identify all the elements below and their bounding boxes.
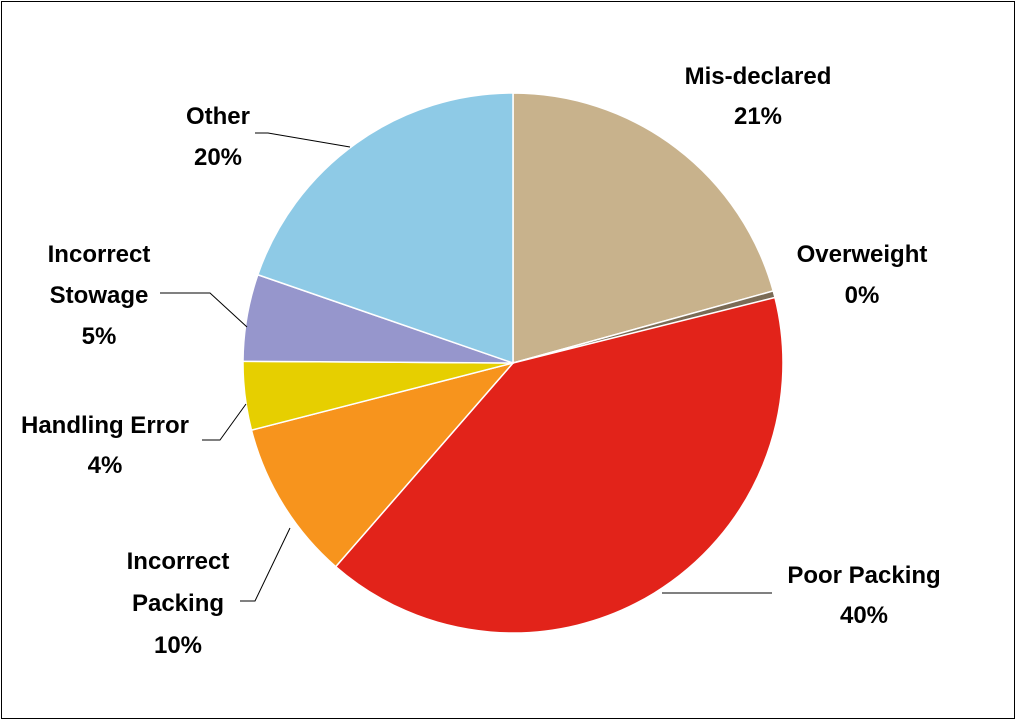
label-name: Poor Packing — [787, 562, 940, 589]
label-name: Handling Error — [21, 412, 189, 439]
label-overweight: Overweight 0% — [797, 241, 928, 309]
label-percent: 10% — [154, 632, 202, 659]
label-handling-error: Handling Error 4% — [21, 412, 189, 479]
label-name-line2: Packing — [132, 590, 224, 617]
label-poor-packing: Poor Packing 40% — [787, 562, 940, 629]
label-percent: 4% — [88, 452, 123, 479]
label-percent: 21% — [734, 103, 782, 130]
label-name-line1: Incorrect — [127, 548, 230, 575]
label-name: Other — [186, 103, 250, 130]
label-other: Other 20% — [186, 103, 250, 171]
leader-lines — [160, 132, 772, 602]
label-name: Overweight — [797, 241, 928, 268]
pie-slice-mis-declared — [512, 92, 775, 364]
label-percent: 5% — [82, 323, 117, 350]
label-name: Mis-declared — [685, 63, 832, 90]
leader-handling-error — [202, 403, 247, 441]
leader-incorrect-stowage — [160, 292, 248, 328]
pie-slice-other — [256, 92, 514, 365]
pie-slice-poor-packing — [334, 296, 784, 634]
label-name-line2: Stowage — [50, 282, 149, 309]
leader-other — [255, 132, 351, 148]
label-mis-declared: Mis-declared 21% — [685, 63, 832, 130]
label-name-line1: Incorrect — [48, 241, 151, 268]
label-percent: 20% — [194, 144, 242, 171]
label-incorrect-stowage: Incorrect Stowage 5% — [48, 241, 151, 350]
leader-incorrect-packing — [240, 527, 291, 602]
label-incorrect-packing: Incorrect Packing 10% — [127, 548, 230, 659]
label-percent: 40% — [840, 602, 888, 629]
pie-slices — [242, 92, 784, 634]
label-percent: 0% — [845, 282, 880, 309]
